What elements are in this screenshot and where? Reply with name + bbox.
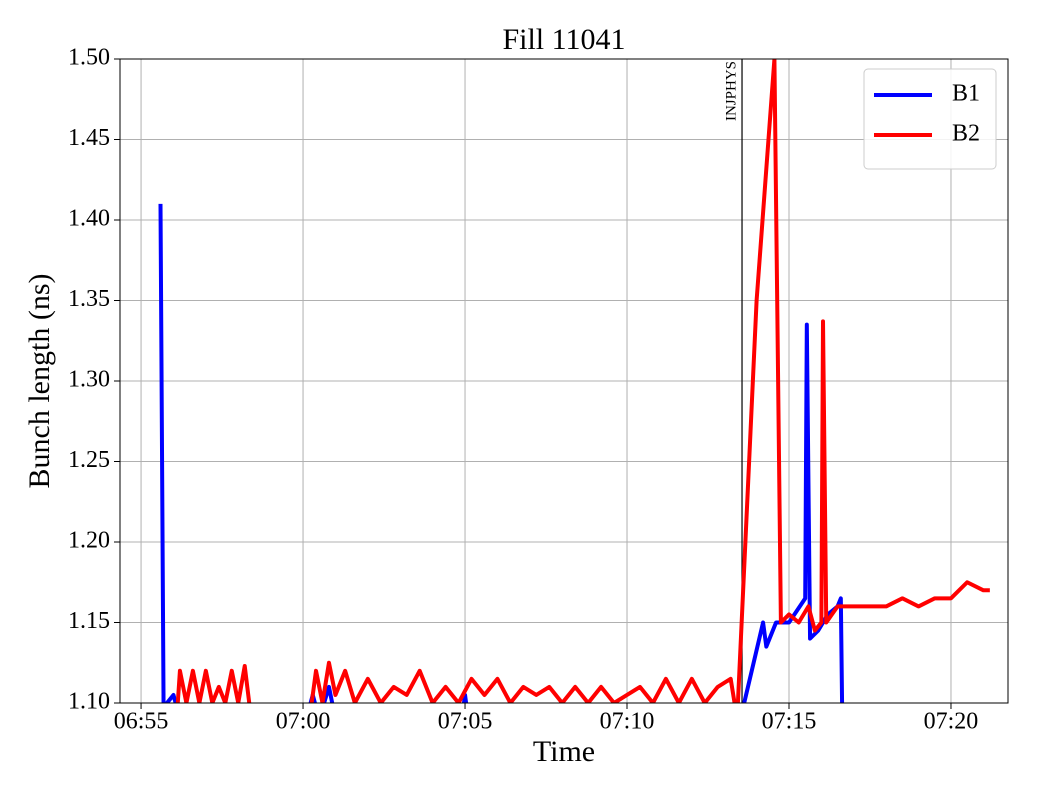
y-tick-label: 1.35 bbox=[68, 286, 110, 312]
series-line bbox=[175, 59, 990, 703]
chart-title: Fill 11041 bbox=[502, 23, 625, 56]
y-tick-label: 1.10 bbox=[68, 689, 110, 715]
x-tick-label: 07:20 bbox=[924, 709, 979, 735]
y-tick-label: 1.50 bbox=[68, 45, 110, 71]
x-tick-label: 07:15 bbox=[762, 709, 817, 735]
annotation-label: INJPHYS bbox=[723, 61, 739, 121]
x-tick-label: 07:05 bbox=[438, 709, 493, 735]
x-tick-label: 07:00 bbox=[276, 709, 331, 735]
x-tick-label: 07:10 bbox=[600, 709, 655, 735]
legend-label: B2 bbox=[952, 121, 980, 147]
y-axis-label: Bunch length (ns) bbox=[23, 274, 56, 489]
y-tick-label: 1.25 bbox=[68, 447, 110, 473]
plot-frame bbox=[119, 58, 1009, 704]
plot-area bbox=[158, 59, 990, 703]
y-tick-label: 1.20 bbox=[68, 528, 110, 554]
x-axis-label: Time bbox=[533, 735, 595, 768]
x-tick-label: 06:55 bbox=[114, 709, 169, 735]
y-tick-label: 1.45 bbox=[68, 125, 110, 151]
y-tick-label: 1.15 bbox=[68, 608, 110, 634]
y-tick-label: 1.40 bbox=[68, 206, 110, 232]
y-tick-label: 1.30 bbox=[68, 367, 110, 393]
legend-label: B1 bbox=[952, 81, 980, 107]
